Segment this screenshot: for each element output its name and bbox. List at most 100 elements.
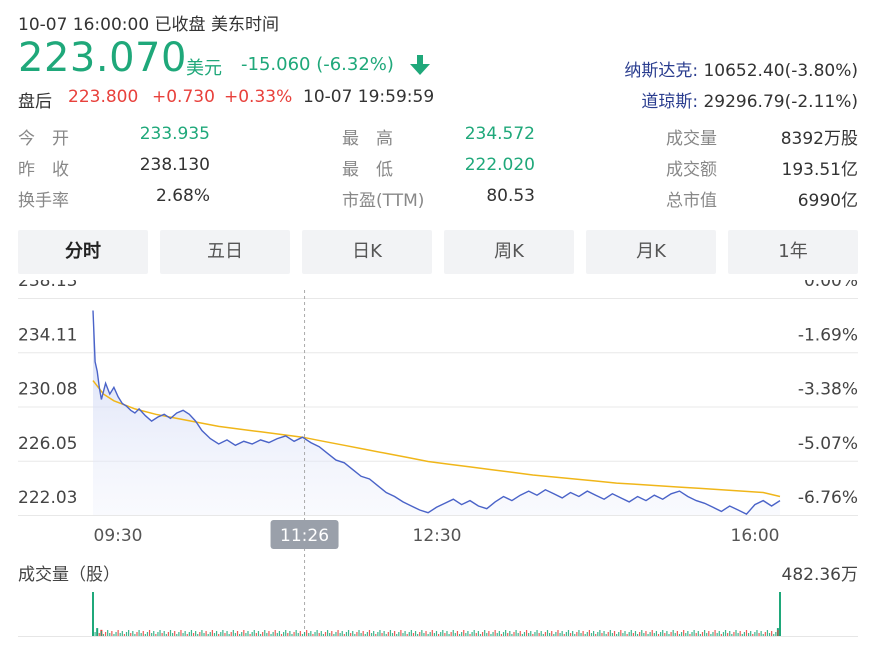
volume-bar	[337, 630, 339, 636]
volume-bar	[616, 634, 618, 636]
volume-bar	[555, 632, 557, 636]
after-hours-percent: +0.33%	[224, 87, 293, 107]
volume-bar	[186, 634, 188, 636]
volume-bar	[486, 633, 488, 636]
volume-bar	[293, 632, 295, 636]
volume-bar	[199, 632, 201, 636]
stat-label-amount: 成交额	[666, 160, 717, 180]
volume-bar	[674, 633, 676, 636]
volume-bar	[636, 634, 639, 636]
time-tick-label: 09:30	[94, 526, 143, 546]
tab-five-day[interactable]: 五日	[160, 230, 290, 274]
volume-bar	[662, 630, 664, 636]
volume-bar	[146, 632, 149, 636]
tab-daily-k[interactable]: 日K	[302, 230, 432, 274]
volume-bar	[251, 632, 253, 636]
volume-bar	[754, 632, 756, 636]
volume-bar	[601, 633, 603, 636]
volume-bar	[553, 634, 555, 636]
volume-bar	[268, 631, 270, 636]
tab-one-year[interactable]: 1年	[728, 230, 858, 274]
volume-bar	[245, 633, 247, 636]
stat-value-low: 222.020	[464, 155, 535, 175]
volume-bar	[731, 634, 733, 636]
tab-monthly-k[interactable]: 月K	[586, 230, 716, 274]
volume-bar	[368, 630, 371, 636]
volume-bar	[494, 630, 496, 636]
volume-bar	[241, 632, 243, 636]
volume-bar	[128, 630, 130, 636]
chart-period-tabs: 分时 五日 日K 周K 月K 1年	[18, 230, 858, 274]
index-name: 道琼斯:	[641, 92, 699, 112]
volume-bar	[92, 592, 94, 636]
volume-bar	[544, 632, 547, 636]
volume-bar	[159, 630, 161, 636]
volume-bar	[433, 633, 436, 636]
price-tick-label: 226.05	[18, 434, 77, 454]
crosshair-time-label: 11:26	[280, 526, 329, 546]
volume-bar	[188, 632, 190, 636]
volume-bar	[775, 632, 777, 636]
volume-bar	[599, 630, 601, 636]
volume-bar	[255, 633, 257, 636]
volume-bar	[201, 630, 203, 636]
volume-bar	[477, 631, 479, 636]
volume-bar	[379, 630, 381, 636]
volume-bar	[123, 634, 126, 636]
volume-bar	[509, 631, 511, 636]
index-dow[interactable]: 道琼斯: 29296.79(-2.11%)	[641, 87, 858, 112]
volume-bar	[576, 632, 578, 636]
price-tick-label: 222.03	[18, 488, 77, 508]
tab-intraday[interactable]: 分时	[18, 230, 148, 274]
volume-bar	[622, 633, 624, 636]
volume-bar	[155, 634, 157, 636]
index-value: 10652.40(-3.80%)	[698, 61, 858, 81]
volume-bar	[385, 634, 387, 636]
price-line	[92, 310, 781, 515]
volume-bar	[220, 632, 222, 636]
stat-label-turnover: 换手率	[18, 191, 69, 211]
volume-bar	[259, 634, 262, 636]
volume-bar	[169, 630, 172, 636]
volume-bar	[435, 631, 438, 636]
percent-tick-label: -5.07%	[798, 434, 858, 454]
volume-bar	[366, 632, 368, 636]
volume-bar	[205, 631, 207, 636]
volume-bar	[352, 631, 354, 636]
volume-bar	[446, 631, 448, 636]
volume-bar	[595, 634, 597, 636]
volume-bar	[427, 634, 429, 636]
volume-bar	[262, 632, 264, 636]
percent-axis-labels: 0.00% -1.69% -3.38% -5.07% -6.76%	[798, 280, 858, 508]
volume-bar	[737, 633, 739, 636]
intraday-chart[interactable]: 238.13 234.11 230.08 226.05 222.03 0.00% -1.6…	[0, 280, 888, 653]
price-tick-label: 234.11	[18, 325, 77, 345]
volume-bar	[628, 632, 630, 636]
volume-bar	[360, 633, 362, 636]
volume-bar	[567, 630, 570, 636]
percent-tick-label: -6.76%	[798, 488, 858, 508]
volume-bar	[347, 630, 350, 636]
volume-bar	[312, 634, 314, 636]
index-nasdaq[interactable]: 纳斯达克: 10652.40(-3.80%)	[624, 56, 858, 81]
volume-bar	[343, 634, 345, 636]
volume-bar	[113, 634, 115, 636]
volume-bar	[727, 633, 729, 636]
volume-bar	[440, 632, 442, 636]
volume-bar	[697, 631, 699, 636]
volume-bar	[423, 633, 425, 636]
volume-bar	[528, 633, 530, 636]
volume-bar	[683, 630, 685, 636]
volume-bar	[502, 632, 505, 636]
percent-tick-label: -3.38%	[798, 380, 858, 400]
volume-bar	[701, 632, 704, 636]
volume-bar	[716, 633, 718, 636]
volume-bar	[377, 632, 379, 636]
volume-bar	[182, 633, 184, 636]
volume-bar	[408, 632, 410, 636]
volume-bar	[314, 632, 316, 636]
tab-weekly-k[interactable]: 周K	[444, 230, 574, 274]
volume-bar	[356, 632, 358, 636]
volume-bar	[613, 631, 616, 636]
volume-bar	[316, 630, 318, 636]
